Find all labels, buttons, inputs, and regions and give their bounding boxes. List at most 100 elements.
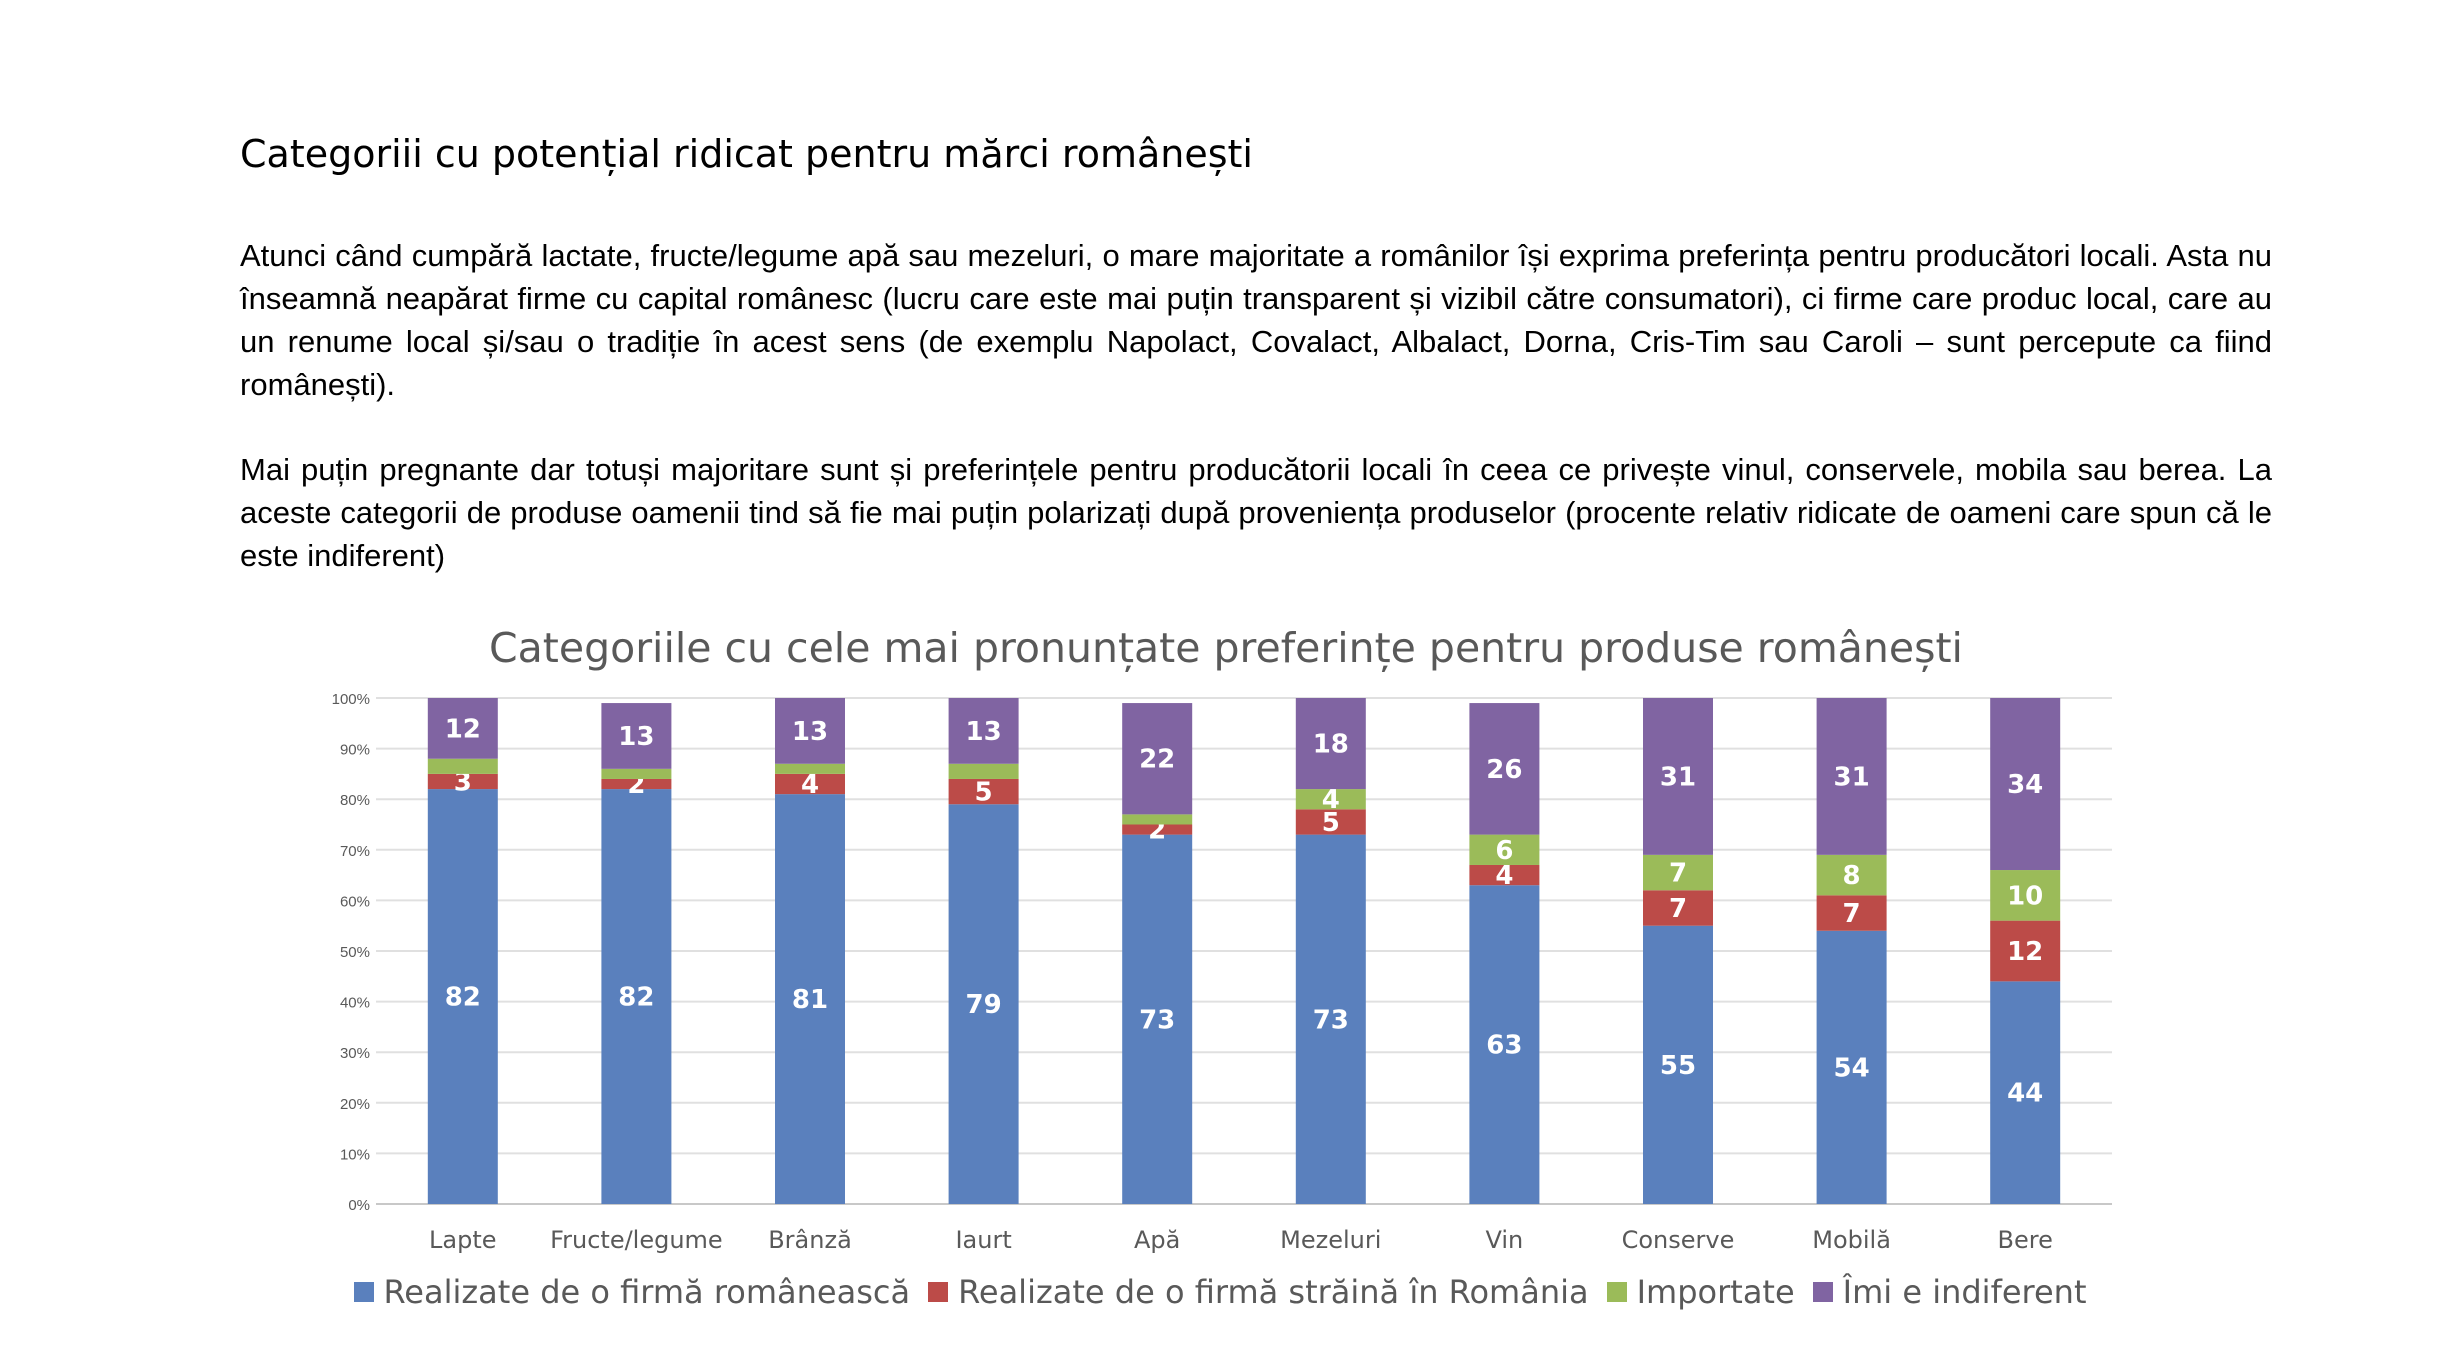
legend-label: Realizate de o firmă străină în România xyxy=(958,1273,1589,1311)
x-tick-label: Iaurt xyxy=(955,1226,1011,1254)
y-tick-label: 80% xyxy=(340,792,370,809)
bar-segment xyxy=(427,698,498,759)
bar-segment xyxy=(1816,895,1887,931)
data-label: 82 xyxy=(618,983,654,1013)
bar-segment xyxy=(1469,834,1540,865)
bar-segment xyxy=(948,763,1019,779)
data-label: 34 xyxy=(2007,770,2043,800)
bar-segment xyxy=(1990,920,2061,982)
data-label: 54 xyxy=(1834,1053,1870,1083)
x-tick-label: Fructe/legume xyxy=(550,1226,723,1254)
data-label: 82 xyxy=(445,983,481,1013)
data-label: 5 xyxy=(975,778,993,808)
data-label: 13 xyxy=(792,717,828,747)
data-label: 5 xyxy=(1322,808,1340,838)
data-label: 13 xyxy=(618,722,654,752)
x-tick-label: Mezeluri xyxy=(1280,1226,1381,1254)
data-label: 26 xyxy=(1486,755,1522,785)
bar-segment xyxy=(427,789,498,1204)
bar-segment xyxy=(1816,698,1887,855)
bar-segment xyxy=(775,794,845,1204)
bar-segment xyxy=(1990,698,2061,871)
bar-segment xyxy=(1122,814,1193,825)
bar-segment xyxy=(601,768,672,779)
bar-segment xyxy=(775,763,845,774)
data-label: 8 xyxy=(1843,861,1861,891)
bar-segment xyxy=(1816,930,1887,1204)
bar-segment xyxy=(775,698,845,764)
chart-bars: 8231282213814137951373222735418634626557… xyxy=(427,698,2061,1204)
bar-segment xyxy=(601,789,672,1204)
data-label: 79 xyxy=(966,990,1002,1020)
data-label: 81 xyxy=(792,985,828,1015)
bar-segment xyxy=(948,804,1019,1204)
data-label: 18 xyxy=(1313,730,1349,760)
legend-swatch xyxy=(353,1282,374,1302)
data-label: 12 xyxy=(2007,937,2043,967)
y-axis-ticks: 0% 10% 20% 30% 40% 50% 60% 70% 80% 90% 100% xyxy=(332,691,370,1214)
data-label: 6 xyxy=(1495,836,1513,866)
y-tick-label: 60% xyxy=(340,893,370,910)
data-label: 31 xyxy=(1834,762,1870,792)
data-label: 73 xyxy=(1313,1005,1349,1035)
legend-item: Importate xyxy=(1606,1273,1795,1311)
bar-segment xyxy=(1469,864,1540,886)
bar-segment xyxy=(775,773,845,795)
legend-label: Importate xyxy=(1636,1273,1795,1311)
data-label: 31 xyxy=(1660,762,1696,792)
bar-segment xyxy=(1122,834,1193,1204)
legend-swatch xyxy=(928,1282,949,1302)
legend-swatch xyxy=(1812,1282,1833,1302)
bar-segment xyxy=(601,778,672,790)
data-label: 22 xyxy=(1139,745,1175,775)
bar-segment xyxy=(427,758,498,774)
data-label: 10 xyxy=(2007,881,2043,911)
data-label: 3 xyxy=(454,767,472,797)
chart-legend: Realizate de o firmă românească Realizate… xyxy=(0,1273,2440,1311)
bar-segment xyxy=(1469,703,1540,835)
chart-title: Categoriile cu cele mai pronunțate prefe… xyxy=(489,624,1963,672)
legend-label: Realizate de o firmă românească xyxy=(383,1273,911,1311)
data-label: 4 xyxy=(801,770,819,800)
x-tick-label: Brânză xyxy=(768,1226,852,1254)
data-label: 7 xyxy=(1669,894,1687,924)
bar-segment xyxy=(1295,789,1366,810)
bar-segment xyxy=(1122,824,1193,835)
x-tick-label: Mobilă xyxy=(1812,1226,1891,1254)
data-label: 44 xyxy=(2007,1079,2043,1109)
second-paragraph: Mai puțin pregnante dar totuși majoritar… xyxy=(240,452,2272,573)
x-axis-labels: Lapte Fructe/legume Brânză Iaurt Apă Mezeluri… xyxy=(429,1226,2053,1254)
bar-segment xyxy=(427,773,498,790)
bar-segment xyxy=(948,778,1019,805)
bar-segment xyxy=(1643,854,1713,891)
y-tick-label: 40% xyxy=(340,995,370,1012)
bar-segment xyxy=(1990,870,2061,921)
x-tick-label: Lapte xyxy=(429,1226,497,1254)
page-heading: Categoriii cu potențial ridicat pentru m… xyxy=(240,132,1253,176)
bar-segment xyxy=(1295,809,1366,835)
legend-item: Realizate de o firmă străină în România xyxy=(928,1273,1589,1311)
bar-segment xyxy=(601,703,672,769)
data-label: 63 xyxy=(1486,1031,1522,1061)
data-label: 73 xyxy=(1139,1005,1175,1035)
y-tick-label: 10% xyxy=(340,1146,370,1163)
y-tick-label: 0% xyxy=(348,1197,370,1214)
data-label: 4 xyxy=(1495,861,1513,891)
stacked-bar-chart: Categoriile cu cele mai pronunțate prefe… xyxy=(332,624,2112,1254)
x-tick-label: Vin xyxy=(1486,1226,1524,1254)
y-tick-label: 30% xyxy=(340,1045,370,1062)
legend-item: Realizate de o firmă românească xyxy=(353,1273,911,1311)
bar-segment xyxy=(948,698,1019,764)
legend-label: Îmi e indiferent xyxy=(1842,1273,2087,1311)
y-tick-label: 90% xyxy=(340,742,370,759)
y-tick-label: 50% xyxy=(340,944,370,961)
data-label: 4 xyxy=(1322,785,1340,815)
legend-swatch xyxy=(1606,1282,1627,1302)
bar-segment xyxy=(1643,925,1713,1204)
data-label: 55 xyxy=(1660,1051,1696,1081)
data-label: 12 xyxy=(445,714,481,744)
data-label: 7 xyxy=(1843,899,1861,929)
y-tick-label: 20% xyxy=(340,1096,370,1113)
data-label: 13 xyxy=(966,717,1002,747)
bar-segment xyxy=(1295,834,1366,1204)
